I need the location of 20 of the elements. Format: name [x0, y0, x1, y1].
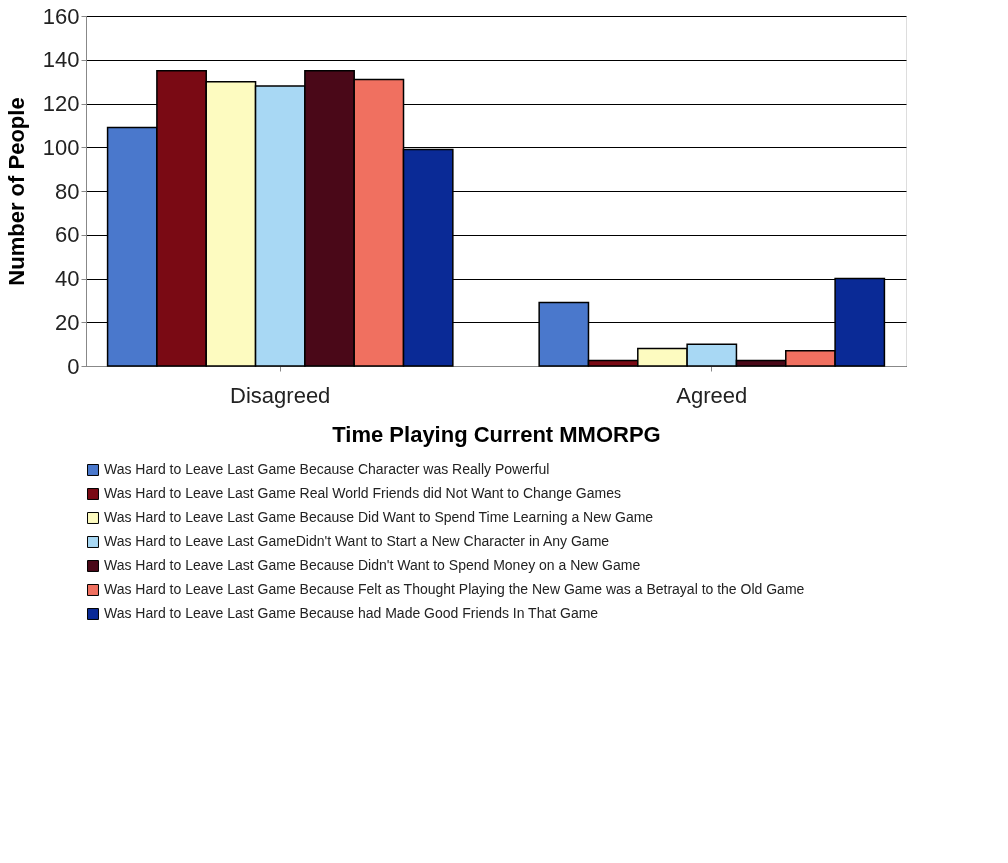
y-tick-label: 100: [42, 134, 80, 160]
y-tick-label: 40: [55, 266, 80, 291]
y-tick-label: 0: [67, 353, 80, 379]
y-tick-label: 160: [42, 3, 80, 29]
y-tick-label: 140: [42, 47, 80, 73]
y-tick-label: 80: [55, 178, 80, 204]
x-tick-label: Agreed: [676, 382, 748, 408]
legend-label: Was Hard to Leave Last Game Because Didn't Want to Spend Money on a New Game: [104, 557, 641, 573]
x-axis-title: Time Playing Current MMORPG: [332, 421, 661, 447]
legend-label: Was Hard to Leave Last Game Because Felt as Thought Playing the New Game was a Betrayal to the Old Game: [104, 581, 805, 597]
y-axis-title: Number of People: [3, 97, 29, 286]
y-tick-label: 60: [55, 222, 80, 248]
x-tick-label: Disagreed: [230, 382, 331, 408]
legend-label: Was Hard to Leave Last Game Because Character was Really Powerful: [104, 461, 550, 477]
legend-label: Was Hard to Leave Last Game Because Did Want to Spend Time Learning a New Game: [104, 509, 654, 525]
legend-label: Was Hard to Leave Last GameDidn't Want to Start a New Character in Any Game: [104, 533, 610, 549]
legend-label: Was Hard to Leave Last Game Because had Made Good Friends In That Game: [104, 605, 599, 621]
y-tick-label: 120: [42, 91, 80, 116]
y-tick-label: 20: [55, 309, 80, 335]
legend-label: Was Hard to Leave Last Game Real World Friends did Not Want to Change Games: [104, 485, 621, 501]
